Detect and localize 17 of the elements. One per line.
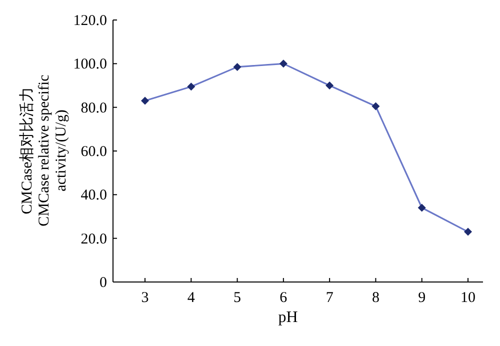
x-tick-label: 4 — [187, 290, 196, 306]
x-tick-label: 5 — [234, 290, 242, 306]
y-tick-label: 40.0 — [80, 188, 107, 204]
x-tick-label: 7 — [326, 290, 334, 306]
x-tick-label: 8 — [372, 290, 380, 306]
y-tick-label: 20.0 — [80, 231, 107, 248]
x-axis-title: pH — [278, 309, 298, 326]
y-tick-label: 100.0 — [73, 56, 107, 73]
y-tick-label: 80.0 — [80, 100, 107, 116]
y-tick-label: 0 — [100, 275, 107, 291]
x-tick-label: 6 — [280, 290, 288, 306]
y-axis-title: CMCase相对比活力 CMCase relative specific activity/(U/g) — [20, 73, 70, 228]
x-tick-label: 9 — [418, 290, 426, 306]
y-tick-label: 60.0 — [80, 144, 107, 160]
x-tick-label: 10 — [460, 290, 476, 306]
x-tick-label: 3 — [141, 290, 149, 306]
y-tick-label: 120.0 — [73, 13, 107, 29]
